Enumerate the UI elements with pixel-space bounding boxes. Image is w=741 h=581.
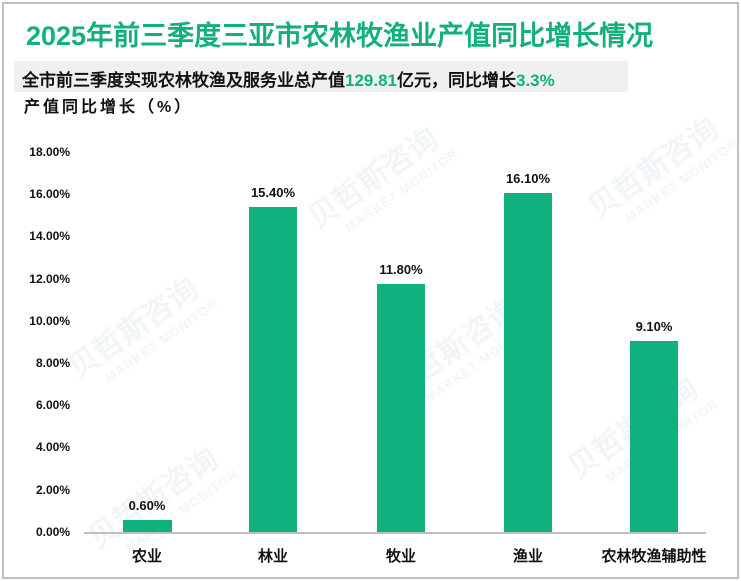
bar-fishery (504, 193, 552, 533)
y-tick: 0.00% (35, 525, 70, 539)
growth-rate-value: 3.3% (516, 71, 555, 90)
total-output-value: 129.81 (345, 71, 397, 90)
y-tick: 10.00% (29, 314, 70, 328)
x-tick-label: 渔业 (512, 548, 543, 565)
bar-animal-husbandry (377, 284, 425, 533)
y-tick: 8.00% (35, 356, 70, 370)
x-tick-label: 农林牧渔辅助性 (601, 548, 707, 565)
x-tick-label: 林业 (257, 548, 288, 565)
value-label: 9.10% (635, 319, 673, 334)
value-label: 16.10% (505, 171, 551, 186)
subtitle-bar: 全市前三季度实现农林牧渔及服务业总产值129.81亿元，同比增长3.3% (14, 61, 628, 92)
y-tick: 16.00% (29, 187, 70, 201)
subtitle-middle: 亿元，同比增长 (397, 71, 516, 90)
subtitle-text: 全市前三季度实现农林牧渔及服务业总产值129.81亿元，同比增长3.3% (22, 66, 555, 91)
subtitle-prefix: 全市前三季度实现农林牧渔及服务业总产值 (22, 71, 345, 90)
y-tick: 6.00% (35, 398, 70, 412)
chart-title: 2025年前三季度三亚市农林牧渔业产值同比增长情况 (26, 21, 654, 51)
value-label: 15.40% (250, 185, 296, 200)
y-tick: 14.00% (29, 229, 70, 243)
y-tick: 12.00% (29, 272, 70, 286)
value-label: 0.60% (128, 498, 166, 513)
value-label: 11.80% (379, 262, 423, 277)
bar-agriculture (123, 520, 172, 533)
bar-forestry (249, 207, 297, 533)
y-axis-title: 产值同比增长（%） (24, 99, 194, 116)
y-tick: 4.00% (35, 440, 70, 454)
x-tick-label: 牧业 (385, 548, 416, 565)
bar-auxiliary (630, 341, 678, 533)
y-tick: 18.00% (29, 145, 70, 159)
x-tick-label: 农业 (131, 548, 162, 565)
x-axis-line (84, 532, 706, 534)
y-tick: 2.00% (35, 483, 70, 497)
